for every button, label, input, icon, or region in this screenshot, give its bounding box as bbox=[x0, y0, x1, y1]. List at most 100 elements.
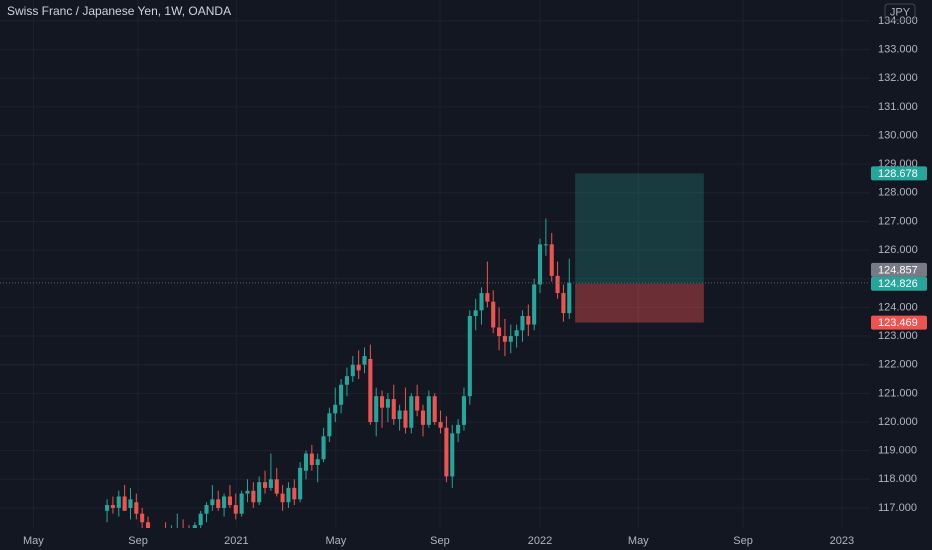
candle-body bbox=[485, 293, 490, 302]
candle-body bbox=[274, 479, 279, 494]
candle-body bbox=[438, 421, 443, 428]
y-tick-label: 124.000 bbox=[878, 301, 918, 313]
candle-body bbox=[128, 499, 133, 508]
price-label-bg bbox=[871, 276, 927, 291]
currency-box[interactable] bbox=[884, 3, 916, 21]
candle-body bbox=[491, 301, 496, 328]
candle-body bbox=[268, 479, 273, 488]
candle-body bbox=[426, 396, 431, 425]
candle-body bbox=[479, 293, 484, 311]
loss-zone bbox=[575, 283, 704, 323]
candle-body bbox=[239, 493, 244, 514]
candle-body bbox=[251, 490, 256, 503]
y-tick-label: 120.000 bbox=[878, 416, 918, 428]
candle-body bbox=[432, 396, 437, 422]
candle-body bbox=[409, 396, 414, 428]
profit-zone bbox=[575, 173, 704, 284]
candle-body bbox=[333, 404, 338, 414]
candle-body bbox=[543, 244, 548, 246]
candle-body bbox=[473, 310, 478, 316]
candle-body bbox=[321, 436, 326, 460]
candle-body bbox=[292, 487, 297, 500]
candle-body bbox=[450, 433, 455, 477]
x-tick-label: Sep bbox=[733, 535, 753, 547]
y-tick-label: 128.000 bbox=[878, 187, 918, 199]
candle-body bbox=[227, 496, 232, 506]
candle-body bbox=[233, 505, 238, 514]
candle-body bbox=[192, 525, 197, 528]
candle-body bbox=[415, 396, 420, 411]
y-tick-label: 130.000 bbox=[878, 129, 918, 141]
candle-body bbox=[526, 315, 531, 325]
candle-body bbox=[380, 396, 385, 408]
axes: 117.000 118.000 119.000 120.000 121.000 122.0… bbox=[23, 15, 927, 547]
y-tick-label: 118.000 bbox=[878, 473, 917, 485]
candle-body bbox=[134, 502, 139, 514]
y-tick-label: 123.000 bbox=[878, 330, 918, 342]
chart-title: Swiss Franc / Japanese Yen, 1W, OANDA bbox=[7, 4, 231, 18]
candle-body bbox=[397, 410, 402, 420]
candle-body bbox=[520, 315, 525, 331]
candle-body bbox=[537, 244, 543, 285]
candle-body bbox=[210, 499, 215, 506]
candle-body bbox=[204, 505, 209, 514]
candle-body bbox=[122, 496, 127, 511]
y-tick-label: 126.000 bbox=[878, 244, 918, 256]
grid bbox=[0, 0, 870, 528]
price-label: 124.857 bbox=[878, 264, 918, 276]
y-tick-label: 121.000 bbox=[878, 387, 918, 399]
candle-body bbox=[444, 427, 449, 477]
candle-body bbox=[549, 244, 554, 276]
price-label: 124.826 bbox=[878, 278, 918, 290]
candle-body bbox=[368, 358, 373, 422]
candle-body bbox=[198, 513, 203, 526]
candle-body bbox=[105, 505, 110, 511]
candle-body bbox=[344, 376, 349, 385]
candle-body bbox=[309, 453, 314, 465]
candle-body bbox=[245, 490, 250, 494]
candle-body bbox=[555, 275, 560, 294]
x-tick-label: Sep bbox=[430, 535, 450, 547]
candle-body bbox=[356, 364, 361, 371]
candle-body bbox=[514, 330, 519, 337]
candle-body bbox=[461, 396, 467, 425]
y-tick-label: 134.000 bbox=[878, 15, 918, 27]
x-tick-label: May bbox=[628, 535, 649, 547]
x-tick-label: May bbox=[325, 535, 346, 547]
plot-area bbox=[0, 173, 870, 528]
x-tick-label: 2021 bbox=[224, 535, 248, 547]
candle-body bbox=[567, 282, 572, 314]
x-tick-label: 2023 bbox=[830, 535, 854, 547]
candle-body bbox=[374, 396, 379, 422]
price-label: 123.469 bbox=[878, 317, 918, 329]
candle-body bbox=[385, 399, 390, 408]
candle-body bbox=[508, 336, 513, 342]
candle-body bbox=[298, 467, 303, 500]
candle-body bbox=[467, 315, 472, 397]
candle-body bbox=[145, 522, 151, 528]
candle-body bbox=[280, 493, 285, 503]
candle-body bbox=[456, 424, 461, 434]
price-label: 128.678 bbox=[878, 168, 918, 180]
candle-body bbox=[502, 336, 507, 342]
candle-body bbox=[262, 482, 268, 488]
candle-body bbox=[420, 410, 426, 425]
candle-body bbox=[391, 399, 396, 420]
candle-body bbox=[140, 513, 145, 523]
x-tick-label: 2022 bbox=[528, 535, 552, 547]
candle-body bbox=[327, 413, 332, 437]
candle-body bbox=[497, 327, 502, 337]
y-tick-label: 117.000 bbox=[878, 502, 917, 514]
candle-body bbox=[532, 284, 537, 325]
candle-body bbox=[362, 356, 367, 365]
candle-body bbox=[303, 453, 309, 471]
price-label-bg bbox=[871, 262, 927, 277]
candle-body bbox=[110, 505, 115, 508]
y-tick-label: 131.000 bbox=[878, 101, 918, 113]
currency[interactable]: JPY bbox=[890, 6, 911, 18]
candle-body bbox=[403, 410, 408, 428]
candle-body bbox=[339, 384, 344, 405]
